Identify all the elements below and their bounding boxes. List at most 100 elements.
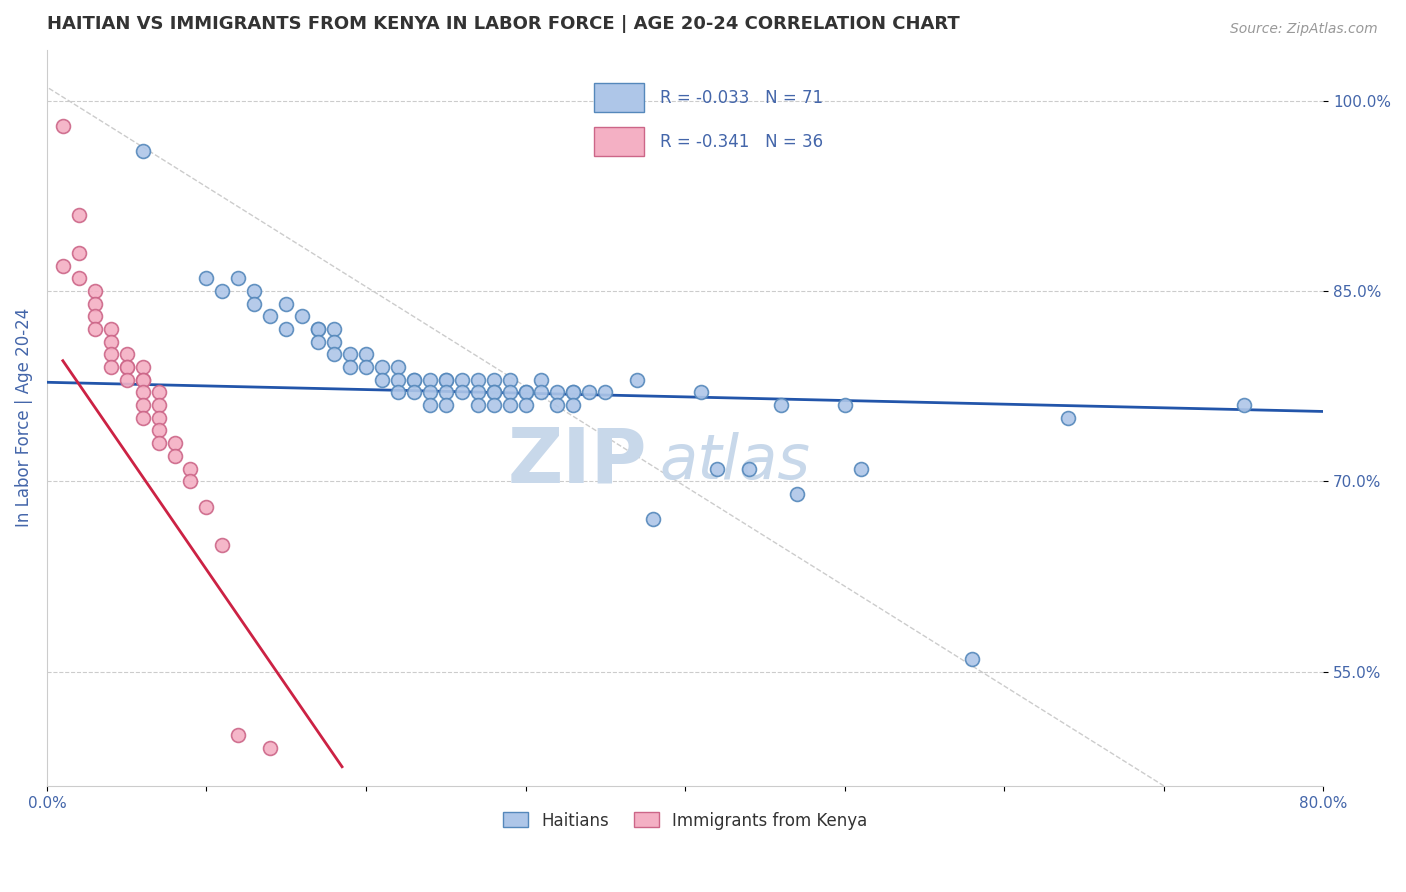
Point — [354, 359, 377, 374]
Point — [131, 145, 153, 159]
Point — [339, 347, 361, 361]
Point — [83, 296, 105, 310]
Point — [482, 385, 505, 400]
Point — [131, 373, 153, 387]
Text: Source: ZipAtlas.com: Source: ZipAtlas.com — [1230, 22, 1378, 37]
Point — [467, 385, 489, 400]
Point — [402, 373, 425, 387]
Point — [276, 322, 298, 336]
Point — [467, 398, 489, 412]
Point — [482, 385, 505, 400]
Point — [387, 373, 409, 387]
Point — [291, 310, 314, 324]
Point — [211, 538, 233, 552]
Point — [467, 373, 489, 387]
Point — [434, 385, 457, 400]
Point — [419, 398, 441, 412]
Text: HAITIAN VS IMMIGRANTS FROM KENYA IN LABOR FORCE | AGE 20-24 CORRELATION CHART: HAITIAN VS IMMIGRANTS FROM KENYA IN LABO… — [46, 15, 960, 33]
Point — [434, 398, 457, 412]
Point — [179, 461, 201, 475]
Point — [419, 385, 441, 400]
Point — [131, 398, 153, 412]
Point — [323, 322, 346, 336]
Point — [148, 436, 170, 450]
Point — [100, 359, 122, 374]
Point — [148, 424, 170, 438]
Point — [131, 359, 153, 374]
Legend: Haitians, Immigrants from Kenya: Haitians, Immigrants from Kenya — [496, 805, 875, 837]
Point — [115, 359, 138, 374]
Point — [100, 322, 122, 336]
Point — [148, 398, 170, 412]
Point — [100, 347, 122, 361]
Point — [195, 271, 218, 285]
Point — [786, 487, 808, 501]
Point — [307, 322, 329, 336]
Point — [115, 373, 138, 387]
Y-axis label: In Labor Force | Age 20-24: In Labor Force | Age 20-24 — [15, 308, 32, 527]
Point — [738, 461, 761, 475]
Point — [402, 373, 425, 387]
Point — [148, 385, 170, 400]
Point — [52, 119, 75, 133]
Point — [276, 296, 298, 310]
Point — [434, 373, 457, 387]
Point — [163, 449, 186, 463]
Point — [83, 322, 105, 336]
Point — [52, 259, 75, 273]
Point — [578, 385, 600, 400]
Point — [515, 385, 537, 400]
Point — [690, 385, 713, 400]
Point — [371, 359, 394, 374]
Point — [195, 500, 218, 514]
Point — [179, 475, 201, 489]
Point — [354, 347, 377, 361]
Point — [595, 385, 617, 400]
Point — [259, 310, 281, 324]
Point — [307, 334, 329, 349]
Point — [259, 740, 281, 755]
Point — [211, 284, 233, 298]
Point — [530, 373, 553, 387]
Point — [148, 410, 170, 425]
Point — [100, 334, 122, 349]
Point — [962, 652, 984, 666]
Point — [450, 385, 472, 400]
Point — [83, 284, 105, 298]
Point — [131, 410, 153, 425]
Point — [402, 385, 425, 400]
Point — [546, 398, 568, 412]
Point — [834, 398, 856, 412]
Point — [849, 461, 872, 475]
Point — [482, 398, 505, 412]
Text: atlas: atlas — [659, 432, 810, 492]
Point — [371, 373, 394, 387]
Point — [626, 373, 648, 387]
Point — [498, 373, 520, 387]
Point — [482, 373, 505, 387]
Point — [228, 271, 250, 285]
Point — [131, 385, 153, 400]
Point — [643, 512, 665, 526]
Point — [450, 373, 472, 387]
Point — [562, 385, 585, 400]
Point — [498, 385, 520, 400]
Point — [67, 271, 90, 285]
Point — [530, 385, 553, 400]
Point — [706, 461, 728, 475]
Point — [307, 322, 329, 336]
Point — [562, 398, 585, 412]
Point — [339, 359, 361, 374]
Point — [498, 398, 520, 412]
Point — [115, 359, 138, 374]
Point — [228, 728, 250, 742]
Point — [546, 385, 568, 400]
Point — [769, 398, 792, 412]
Point — [67, 208, 90, 222]
Point — [115, 347, 138, 361]
Point — [243, 296, 266, 310]
Point — [387, 359, 409, 374]
Point — [419, 373, 441, 387]
Point — [434, 373, 457, 387]
Point — [387, 385, 409, 400]
